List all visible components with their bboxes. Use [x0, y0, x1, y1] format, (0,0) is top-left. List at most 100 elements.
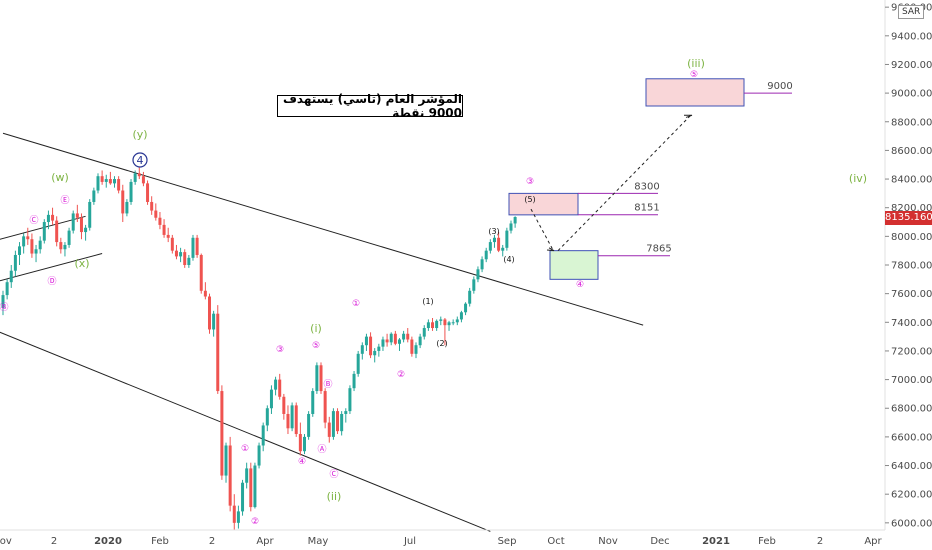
candle-body	[348, 388, 352, 412]
candle-body	[286, 413, 290, 429]
candle-body	[369, 336, 373, 356]
time-tick-label: Sep	[498, 536, 517, 547]
wave-label: Ⓑ	[0, 302, 9, 313]
candle-body	[104, 179, 108, 182]
price-tick-label: 6000.000	[891, 518, 932, 529]
candle-body	[331, 411, 335, 437]
candle-body	[232, 505, 236, 523]
upper-channel-line[interactable]	[2, 132, 644, 326]
currency-badge[interactable]: SAR	[898, 5, 925, 19]
candle-body	[129, 181, 133, 202]
candle-body	[447, 322, 451, 326]
candle-body	[46, 214, 50, 223]
candle-body	[426, 322, 430, 329]
candle-body	[319, 365, 323, 392]
candle-body	[364, 336, 368, 346]
candle-body	[191, 237, 195, 258]
price-tick-label: 6200.000	[891, 490, 932, 501]
candle-body	[34, 249, 38, 254]
candle-body	[422, 328, 426, 337]
candle-body	[150, 201, 154, 211]
support-zone-7865[interactable]	[549, 250, 599, 280]
candle-body	[492, 237, 496, 243]
candle-body	[480, 259, 484, 270]
projection-arrow-up	[557, 115, 691, 252]
wave-4-circle-icon	[132, 152, 148, 168]
candle-body	[22, 236, 26, 247]
time-tick-label: 2021	[702, 536, 730, 547]
candle-body	[302, 436, 306, 452]
candle-body	[195, 237, 199, 255]
candle-body	[1, 295, 5, 308]
candle-body	[121, 190, 125, 214]
wave-label: Ⓔ	[60, 195, 69, 206]
candle-body	[397, 339, 401, 344]
candle-body	[385, 339, 389, 343]
candle-body	[290, 405, 294, 429]
price-tick-label: 6800.000	[891, 404, 932, 415]
candle-body	[431, 322, 435, 329]
price-tick-label: 7600.000	[891, 289, 932, 300]
candle-body	[513, 217, 517, 224]
wave-label: (2)	[436, 339, 447, 348]
candlesticks	[1, 167, 517, 530]
wave-label: Ⓓ	[47, 276, 56, 287]
candle-body	[352, 373, 356, 389]
candle-body	[9, 270, 13, 283]
candle-body	[183, 252, 187, 265]
target-zones: 9000 8300 8151 7865	[508, 78, 793, 280]
time-tick-label: Oct	[547, 536, 564, 547]
candle-body	[216, 313, 220, 392]
time-tick-label: Nov	[598, 536, 618, 547]
price-tick-label: 8400.000	[891, 175, 932, 186]
wave-label: ③	[276, 345, 284, 355]
candle-body	[476, 269, 480, 280]
target-zone-9000[interactable]	[645, 78, 745, 107]
resistance-zone-8300[interactable]	[508, 192, 579, 216]
candle-body	[51, 214, 55, 221]
price-tick-label: 9000.000	[891, 89, 932, 100]
candle-body	[393, 333, 397, 344]
price-tick-label: 7800.000	[891, 261, 932, 272]
candle-body	[18, 246, 22, 255]
candle-body	[451, 322, 455, 324]
candle-body	[162, 224, 166, 235]
lower-channel-line[interactable]	[0, 325, 491, 532]
candle-body	[311, 391, 315, 414]
candle-body	[484, 250, 488, 260]
wave-label: (1)	[422, 297, 433, 306]
candle-body	[228, 445, 232, 506]
price-tick-label: 9400.000	[891, 31, 932, 42]
candle-body	[468, 290, 472, 304]
wedge-upper-line[interactable]	[0, 215, 86, 240]
candle-body	[249, 468, 253, 508]
candle-body	[443, 319, 447, 326]
candle-body	[389, 333, 393, 343]
candle-body	[5, 282, 9, 296]
time-axis: Nov 2 2020 Feb 2 Apr May Jul Sep Oct Nov Dec 2021 Feb…	[0, 529, 885, 547]
candle-body	[340, 413, 344, 432]
candle-body	[88, 201, 92, 228]
candle-body	[208, 296, 211, 330]
candle-body	[265, 408, 269, 426]
time-tick-label: Apr	[256, 536, 274, 547]
price-tick-label: 8200.000	[891, 203, 932, 214]
wave-label: Ⓐ	[317, 444, 326, 455]
candle-body	[282, 396, 286, 414]
candle-body	[125, 201, 129, 214]
candle-body	[170, 237, 174, 251]
candle-body	[459, 312, 463, 320]
candle-body	[179, 252, 183, 257]
candle-body	[67, 230, 71, 245]
wave-label: Ⓑ	[323, 379, 332, 390]
price-tick-label: 8000.000	[891, 232, 932, 243]
candle-body	[406, 333, 410, 340]
candle-body	[59, 242, 63, 250]
candle-body	[141, 176, 145, 184]
wave-label: ④	[298, 457, 306, 467]
candle-body	[505, 230, 509, 248]
time-tick-label: 2020	[94, 536, 122, 547]
candle-body	[509, 223, 513, 231]
price-tick-label: 9200.000	[891, 60, 932, 71]
